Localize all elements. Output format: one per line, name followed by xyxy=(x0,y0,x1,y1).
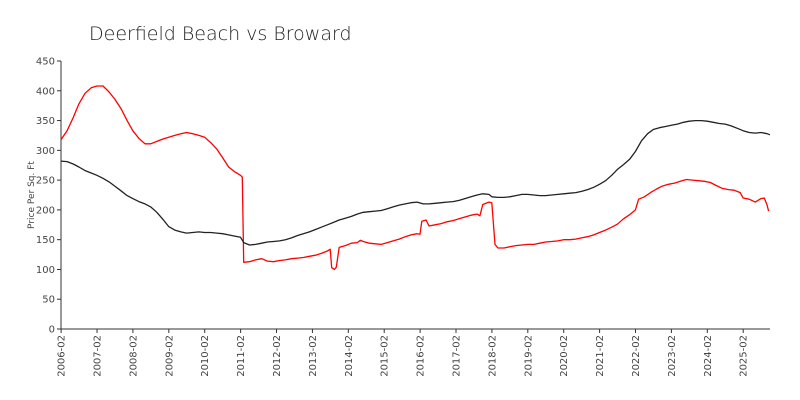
x-tick-label: 2022-02 xyxy=(631,335,642,377)
y-tick-label: 400 xyxy=(36,86,55,97)
y-tick-label: 300 xyxy=(36,146,55,157)
x-tick-label: 2015-02 xyxy=(380,335,391,377)
series-line-2 xyxy=(60,119,771,246)
x-tick-label: 2020-02 xyxy=(559,335,570,377)
x-tick-label: 2024-02 xyxy=(703,335,714,377)
x-tick-label: 2009-02 xyxy=(164,335,175,377)
y-tick-label: 350 xyxy=(36,116,55,127)
plot-area: 0 50 100 150 200 250 300 350 400 450 Price Per Sq.… xyxy=(27,57,771,377)
x-tick-label: 2013-02 xyxy=(308,335,319,377)
x-tick-label: 2021-02 xyxy=(595,335,606,377)
x-tick-label: 2016-02 xyxy=(416,335,427,377)
x-tick-label: 2025-02 xyxy=(739,335,750,377)
x-tick-label: 2014-02 xyxy=(344,335,355,377)
series-line-1 xyxy=(60,85,770,271)
x-tick-label: 2011-02 xyxy=(236,335,247,377)
y-tick-label: 250 xyxy=(36,176,55,187)
y-tick-label: 0 xyxy=(49,325,55,336)
y-tick-label: 50 xyxy=(42,295,55,306)
x-tick-label: 2008-02 xyxy=(128,335,139,377)
x-tick-label: 2019-02 xyxy=(523,335,534,377)
y-tick-label: 100 xyxy=(36,265,55,276)
x-tick-label: 2018-02 xyxy=(487,335,498,377)
x-tick-label: 2012-02 xyxy=(272,335,283,377)
y-tick-label: 450 xyxy=(36,57,55,68)
x-tick-label: 2017-02 xyxy=(452,335,463,377)
y-axis-label: Price Per Sq. Ft xyxy=(27,161,37,229)
x-tick-label: 2023-02 xyxy=(667,335,678,377)
chart-title: Deerfield Beach vs Broward xyxy=(89,23,352,45)
x-tick-label: 2010-02 xyxy=(200,335,211,377)
x-tick-label: 2006-02 xyxy=(57,335,68,377)
y-tick-label: 200 xyxy=(36,205,55,216)
x-tick-label: 2007-02 xyxy=(93,335,104,377)
y-tick-label: 150 xyxy=(36,235,55,246)
